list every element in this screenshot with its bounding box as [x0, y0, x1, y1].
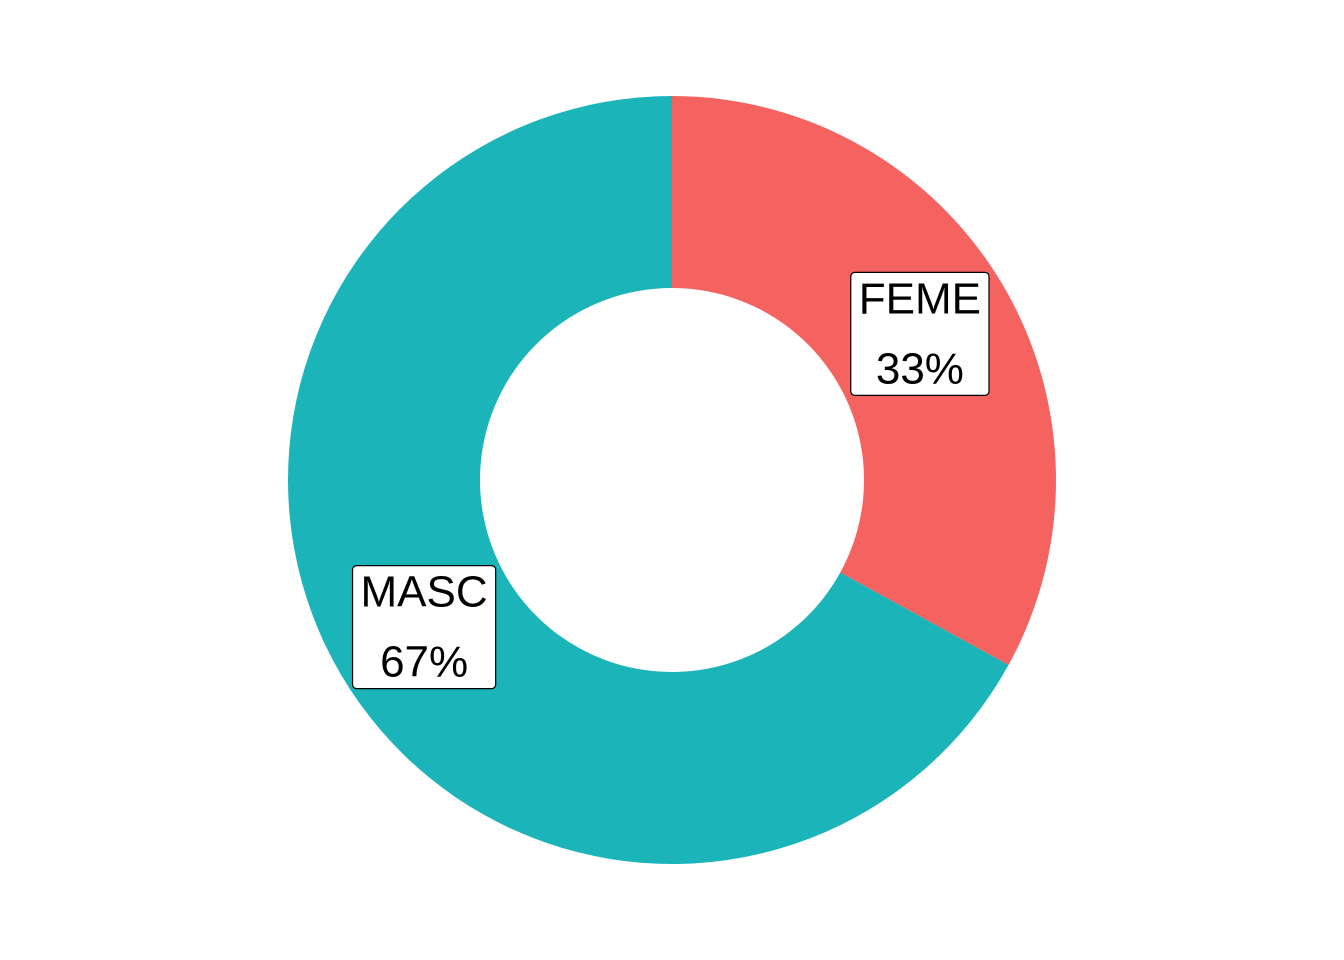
slice-label-masc: MASC 67%	[351, 565, 497, 690]
donut-labels: FEME 33% MASC 67%	[351, 271, 990, 690]
label-box	[351, 565, 497, 690]
slice-label-feme: FEME 33%	[850, 271, 990, 396]
donut-slices	[288, 96, 1056, 865]
slice-percent-label: 33%	[876, 344, 964, 393]
slice-category-label: MASC	[361, 568, 488, 617]
slice-percent-label: 67%	[380, 638, 468, 687]
slice-category-label: FEME	[859, 274, 981, 323]
label-box	[850, 271, 990, 396]
